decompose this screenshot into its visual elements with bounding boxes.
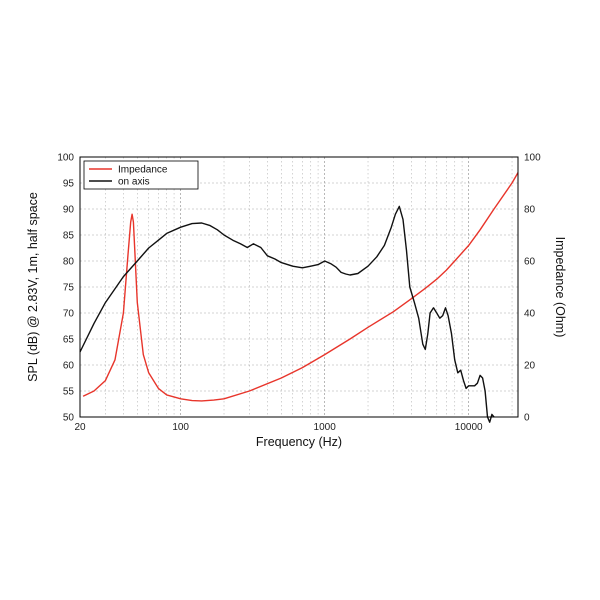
- series-line-impedance: [82, 172, 519, 402]
- y-right-tick-label: 0: [524, 413, 530, 424]
- y-left-tick-label: 90: [63, 205, 75, 216]
- legend-box: [83, 160, 199, 190]
- y-right-tick-label: 40: [524, 309, 536, 320]
- y-right-tick-label: 80: [524, 205, 536, 216]
- y-left-tick-label: 60: [63, 361, 75, 372]
- x-tick-label: 10000: [455, 422, 483, 433]
- x-tick-label: 100: [172, 422, 189, 433]
- legend-label-on-axis: on axis: [118, 177, 150, 188]
- y-left-tick-label: 55: [63, 387, 75, 398]
- grid: [80, 157, 518, 417]
- y-right-tick-label: 60: [524, 257, 536, 268]
- y-axis-left-label: SPL (dB) @ 2.83V, 1m, half space: [26, 192, 40, 382]
- y-left-tick-label: 50: [63, 413, 75, 424]
- legend-label-impedance: Impedance: [118, 165, 168, 176]
- y-left-tick-label: 65: [63, 335, 75, 346]
- y-left-tick-label: 80: [63, 257, 75, 268]
- y-left-tick-label: 100: [57, 153, 74, 164]
- y-left-tick-label: 95: [63, 179, 75, 190]
- series-layer: [79, 172, 519, 423]
- x-tick-label: 1000: [314, 422, 337, 433]
- y-left-tick-label: 70: [63, 309, 75, 320]
- y-axis-right-label: Impedance (Ohm): [553, 237, 567, 338]
- x-axis-label: Frequency (Hz): [256, 435, 342, 449]
- y-left-tick-label: 85: [63, 231, 75, 242]
- y-left-tick-label: 75: [63, 283, 75, 294]
- plot-frame: [79, 156, 519, 418]
- legend: Impedance on axis: [83, 160, 199, 190]
- x-tick-label: 20: [74, 422, 86, 433]
- y-right-tick-label: 100: [524, 153, 541, 164]
- y-right-tick-label: 20: [524, 361, 536, 372]
- tick-labels: 20 100 1000 1000050556065707580859095100020…: [57, 153, 541, 434]
- series-line-on-axis: [79, 205, 495, 423]
